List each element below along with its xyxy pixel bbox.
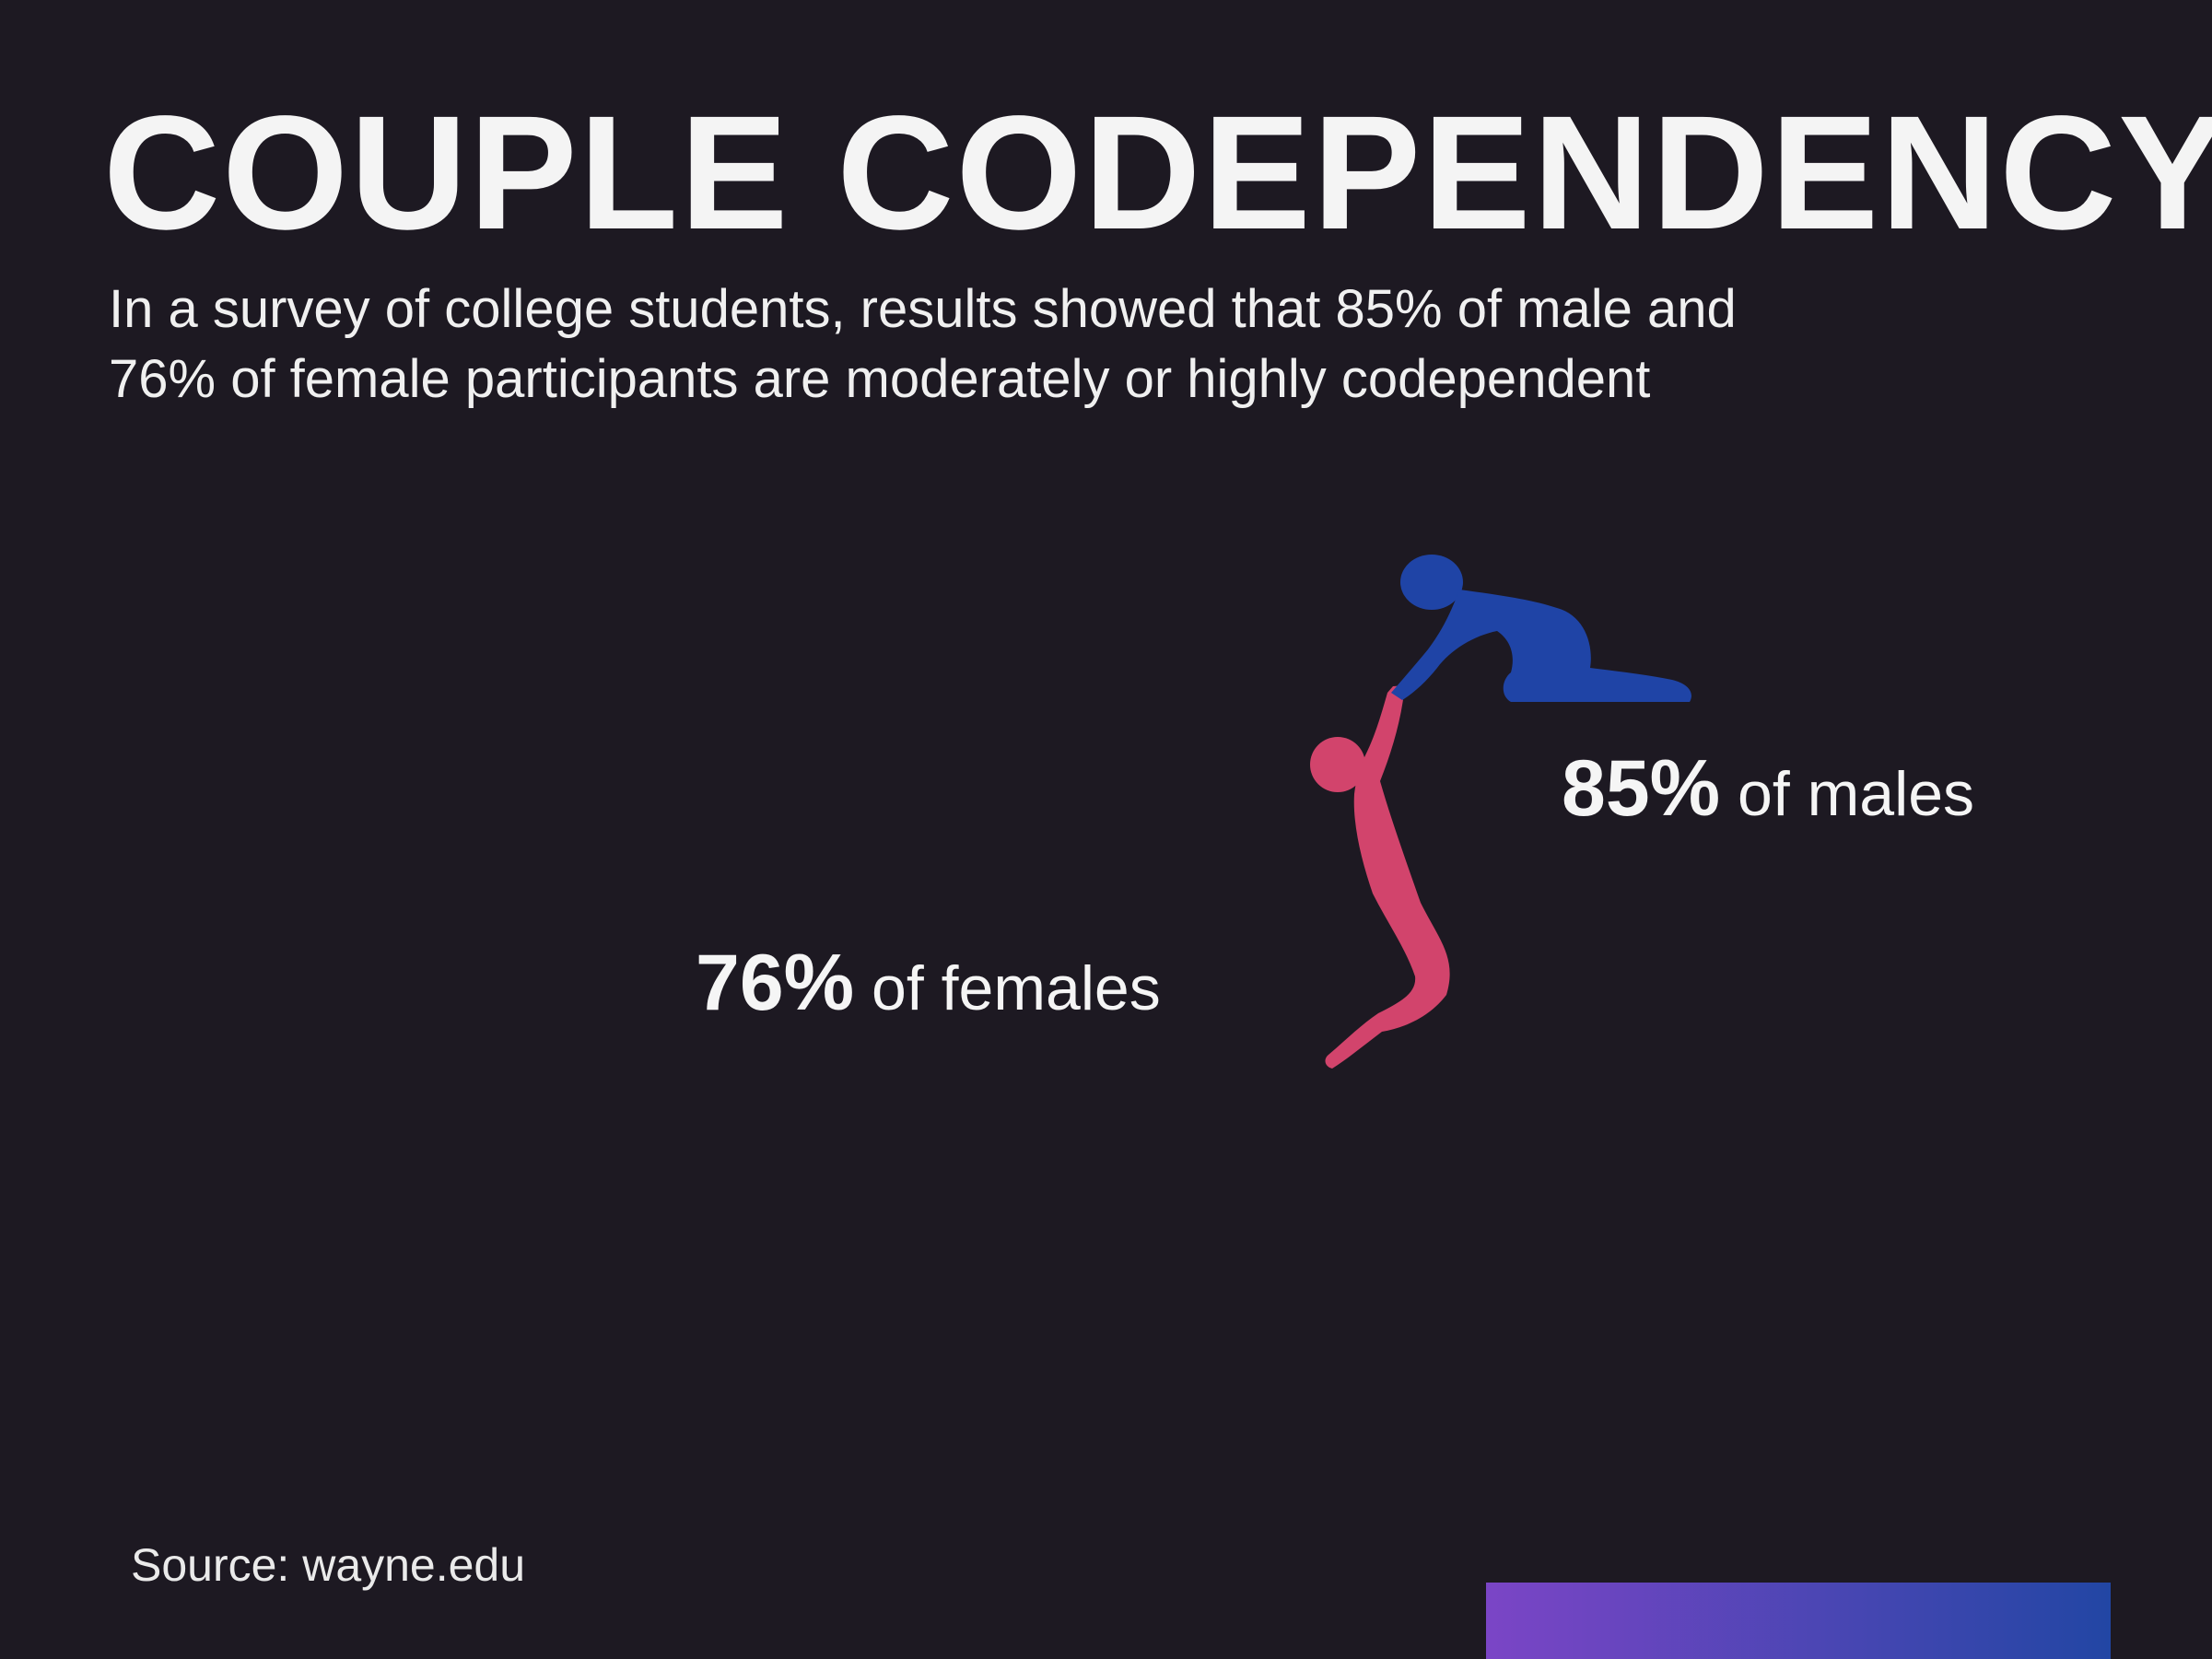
bar-category-label: of females bbox=[872, 953, 1161, 1023]
bar-label-males: 85% of males bbox=[1562, 749, 1974, 828]
subtitle-line-1: In a survey of college students, results… bbox=[109, 279, 1737, 339]
bar-value-label: 76% bbox=[696, 939, 855, 1027]
subtitle-line-2: 76% of female participants are moderatel… bbox=[109, 349, 1651, 409]
bar-category-label: of males bbox=[1738, 759, 1975, 829]
bar-label-females: 76% of females bbox=[696, 943, 1161, 1022]
source-note: Source: wayne.edu bbox=[131, 1539, 526, 1591]
subtitle: In a survey of college students, results… bbox=[109, 275, 2043, 415]
kneeling-figure-illustration bbox=[1391, 555, 1691, 702]
bar-value-label: 85% bbox=[1562, 744, 1721, 833]
hanging-figure-illustration bbox=[1310, 685, 1450, 1069]
page-title: COUPLE CODEPENDENCY bbox=[103, 83, 2212, 263]
bar-males bbox=[1486, 1583, 2111, 1659]
